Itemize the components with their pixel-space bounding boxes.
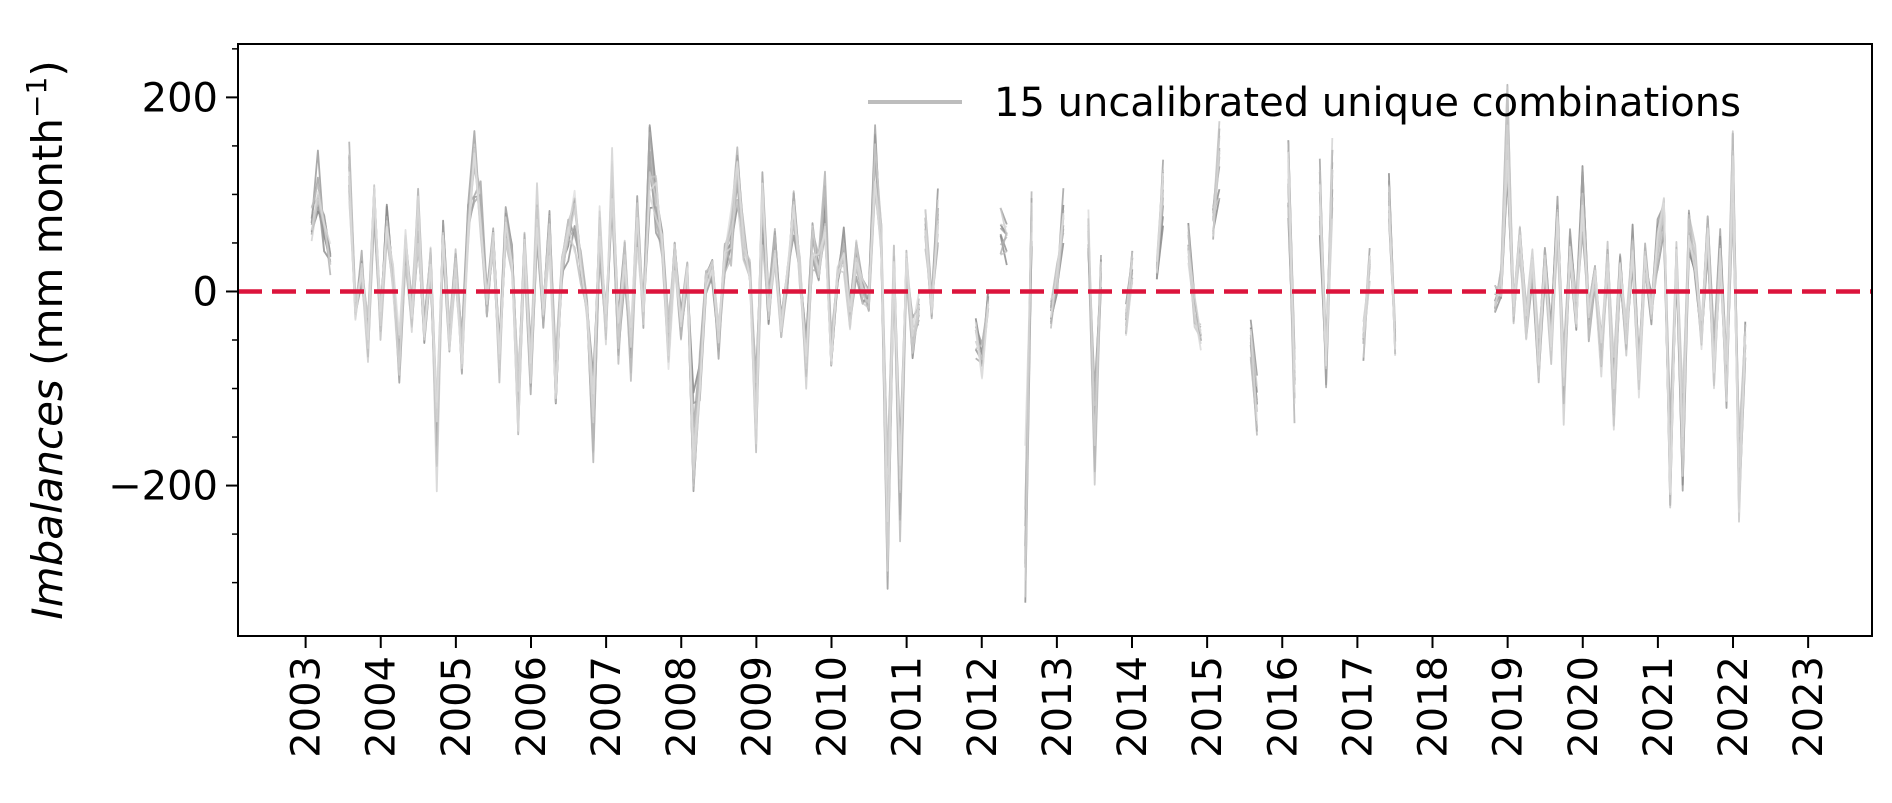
y-tick-label: 0 — [193, 269, 218, 315]
series-line — [1494, 111, 1747, 523]
y-tick-label: −200 — [108, 464, 218, 510]
x-tick-label: 2022 — [1711, 656, 1757, 758]
series-line — [1494, 148, 1747, 509]
series-line — [1050, 213, 1065, 318]
x-tick-label: 2018 — [1411, 656, 1457, 758]
series-line — [1155, 173, 1164, 262]
x-tick-label: 2009 — [734, 656, 780, 758]
y-axis-label-exponent: −1 — [20, 77, 53, 118]
y-axis: −200 0 200 — [108, 48, 238, 584]
x-axis: 2003 2004 2005 2006 2007 2008 2009 2010 2011 2012… — [284, 636, 1832, 758]
series-line — [1000, 250, 1008, 256]
series-line — [1494, 155, 1747, 513]
series-line — [348, 152, 920, 523]
series-line — [1494, 132, 1747, 510]
x-tick-label: 2010 — [809, 656, 855, 758]
x-tick-label: 2012 — [960, 656, 1006, 758]
x-tick-label: 2004 — [359, 656, 405, 758]
series-line — [999, 235, 1008, 266]
series-line — [999, 232, 1008, 255]
y-axis-label: Imbalances (mm month−1) — [20, 60, 72, 619]
series-line — [924, 225, 939, 313]
x-tick-label: 2005 — [434, 656, 480, 758]
series-line — [1494, 157, 1747, 507]
series-line — [999, 236, 1008, 246]
series-line — [1024, 232, 1033, 446]
series-line — [1318, 184, 1334, 367]
x-tick-label: 2017 — [1335, 656, 1381, 758]
series-line — [1212, 137, 1221, 222]
series-line — [310, 190, 332, 245]
x-tick-label: 2013 — [1035, 656, 1081, 758]
series-line — [1249, 329, 1258, 421]
x-tick-label: 2008 — [659, 656, 705, 758]
series-line — [1000, 223, 1008, 228]
series-line — [1362, 255, 1371, 333]
x-tick-label: 2003 — [284, 656, 330, 758]
series-line — [1125, 278, 1134, 336]
series-line — [999, 207, 1008, 237]
series-line — [1494, 114, 1747, 493]
x-tick-label: 2023 — [1786, 656, 1832, 758]
series-line — [1494, 160, 1747, 485]
series-line — [1125, 259, 1134, 313]
series-line — [974, 303, 990, 380]
x-tick-label: 2011 — [885, 656, 931, 758]
x-tick-label: 2015 — [1185, 656, 1231, 758]
x-tick-label: 2016 — [1260, 656, 1306, 758]
series-line — [1087, 209, 1102, 447]
series-line — [1187, 250, 1202, 335]
x-tick-label: 2007 — [584, 656, 630, 758]
legend: 15 uncalibrated unique combinations — [868, 80, 1741, 126]
x-tick-label: 2014 — [1110, 656, 1156, 758]
y-tick-label: 200 — [142, 75, 218, 121]
series-layer — [310, 83, 1747, 603]
series-line — [1187, 262, 1202, 351]
x-tick-label: 2019 — [1486, 656, 1532, 758]
series-line — [1287, 151, 1296, 370]
series-line — [1494, 124, 1747, 494]
series-line — [1388, 205, 1397, 350]
x-tick-label: 2006 — [509, 656, 555, 758]
legend-label: 15 uncalibrated unique combinations — [994, 80, 1741, 126]
series-line — [1494, 144, 1747, 462]
series-line — [1212, 150, 1221, 237]
y-axis-label-unit: (mm month — [23, 118, 72, 379]
x-tick-label: 2021 — [1636, 656, 1682, 758]
series-line — [1249, 319, 1258, 376]
x-tick-label: 2020 — [1561, 656, 1607, 758]
y-axis-label-italic: Imbalances — [23, 379, 72, 620]
series-line — [310, 198, 332, 266]
y-axis-label-suffix: ) — [23, 60, 72, 76]
